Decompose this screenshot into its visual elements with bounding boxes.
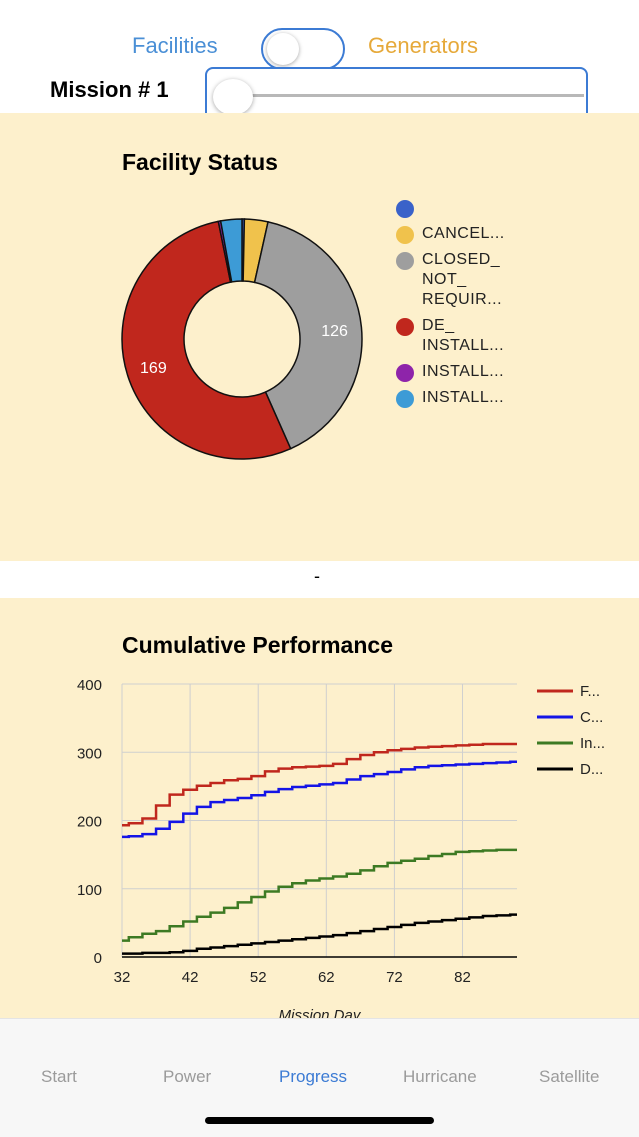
tab-hurricane[interactable]: Hurricane (403, 1067, 477, 1086)
tab-power[interactable]: Power (163, 1067, 212, 1086)
legend-series-label: D... (580, 761, 603, 778)
series-line (122, 848, 517, 942)
legend-label: INSTALL... (422, 363, 505, 380)
y-tick-label: 400 (77, 677, 102, 694)
legend-swatch-icon (396, 390, 414, 408)
slider-thumb[interactable] (213, 79, 253, 115)
legend-series-label: F... (580, 683, 600, 700)
facilities-segment-label[interactable]: Facilities (132, 33, 218, 58)
tab-start[interactable]: Start (41, 1067, 77, 1086)
donut-slice (253, 220, 363, 450)
legend-label: CANCEL... (422, 225, 505, 242)
tab-progress[interactable]: Progress (279, 1067, 348, 1086)
y-tick-label: 200 (77, 814, 102, 831)
y-tick-label: 300 (77, 745, 102, 762)
legend-swatch-icon (396, 200, 414, 218)
generators-segment-label[interactable]: Generators (368, 33, 479, 58)
slice-value-label: 169 (140, 360, 167, 377)
series-line (122, 913, 517, 955)
cumulative-performance-line-chart: 0 100 200 300 400 32 42 52 62 72 82 Mission Day F...… (77, 677, 605, 1018)
y-tick-label: 100 (77, 882, 102, 899)
cumulative-performance-panel: Cumulative Performance 0 100 200 300 400 32 42… (0, 598, 639, 1018)
legend-label: INSTALL... (422, 389, 505, 406)
cumulative-performance-title: Cumulative Performance (122, 632, 393, 658)
legend-swatch-icon (396, 226, 414, 244)
y-tick-label: 0 (94, 950, 102, 967)
x-axis-label: Mission Day (279, 1007, 362, 1018)
x-tick-label: 42 (182, 969, 199, 986)
legend-swatch-icon (396, 364, 414, 382)
slice-value-label: 126 (321, 323, 348, 340)
legend-label: REQUIR... (422, 291, 503, 308)
donut-slice (121, 220, 292, 460)
slider-track[interactable] (237, 94, 584, 97)
x-tick-label: 32 (114, 969, 131, 986)
legend-label: CLOSED_ (422, 251, 501, 268)
legend-swatch-icon (396, 252, 414, 270)
tab-satellite[interactable]: Satellite (539, 1067, 600, 1086)
legend-swatch-icon (396, 318, 414, 336)
legend-series-label: In... (580, 735, 605, 752)
facility-status-panel: Facility Status 126 169 CANCEL... CLOSED_ N… (0, 113, 639, 561)
toggle-knob[interactable] (267, 33, 299, 65)
legend-label: DE_ (422, 317, 455, 334)
legend-label: INSTALL... (422, 337, 505, 354)
donut-slice (219, 218, 243, 283)
facilities-generators-toggle[interactable] (261, 28, 345, 70)
x-tick-label: 82 (454, 969, 471, 986)
series-line (122, 760, 517, 839)
legend-series-label: C... (580, 709, 603, 726)
series-line (122, 742, 517, 827)
facility-status-title: Facility Status (122, 149, 278, 175)
separator-dash: - (314, 566, 320, 586)
x-tick-label: 52 (250, 969, 267, 986)
legend-label: NOT_ (422, 271, 467, 288)
home-indicator (205, 1117, 434, 1124)
facility-status-donut-chart: 126 169 (121, 218, 363, 460)
mission-label: Mission # 1 (50, 77, 169, 102)
x-tick-label: 72 (386, 969, 403, 986)
x-tick-label: 62 (318, 969, 335, 986)
